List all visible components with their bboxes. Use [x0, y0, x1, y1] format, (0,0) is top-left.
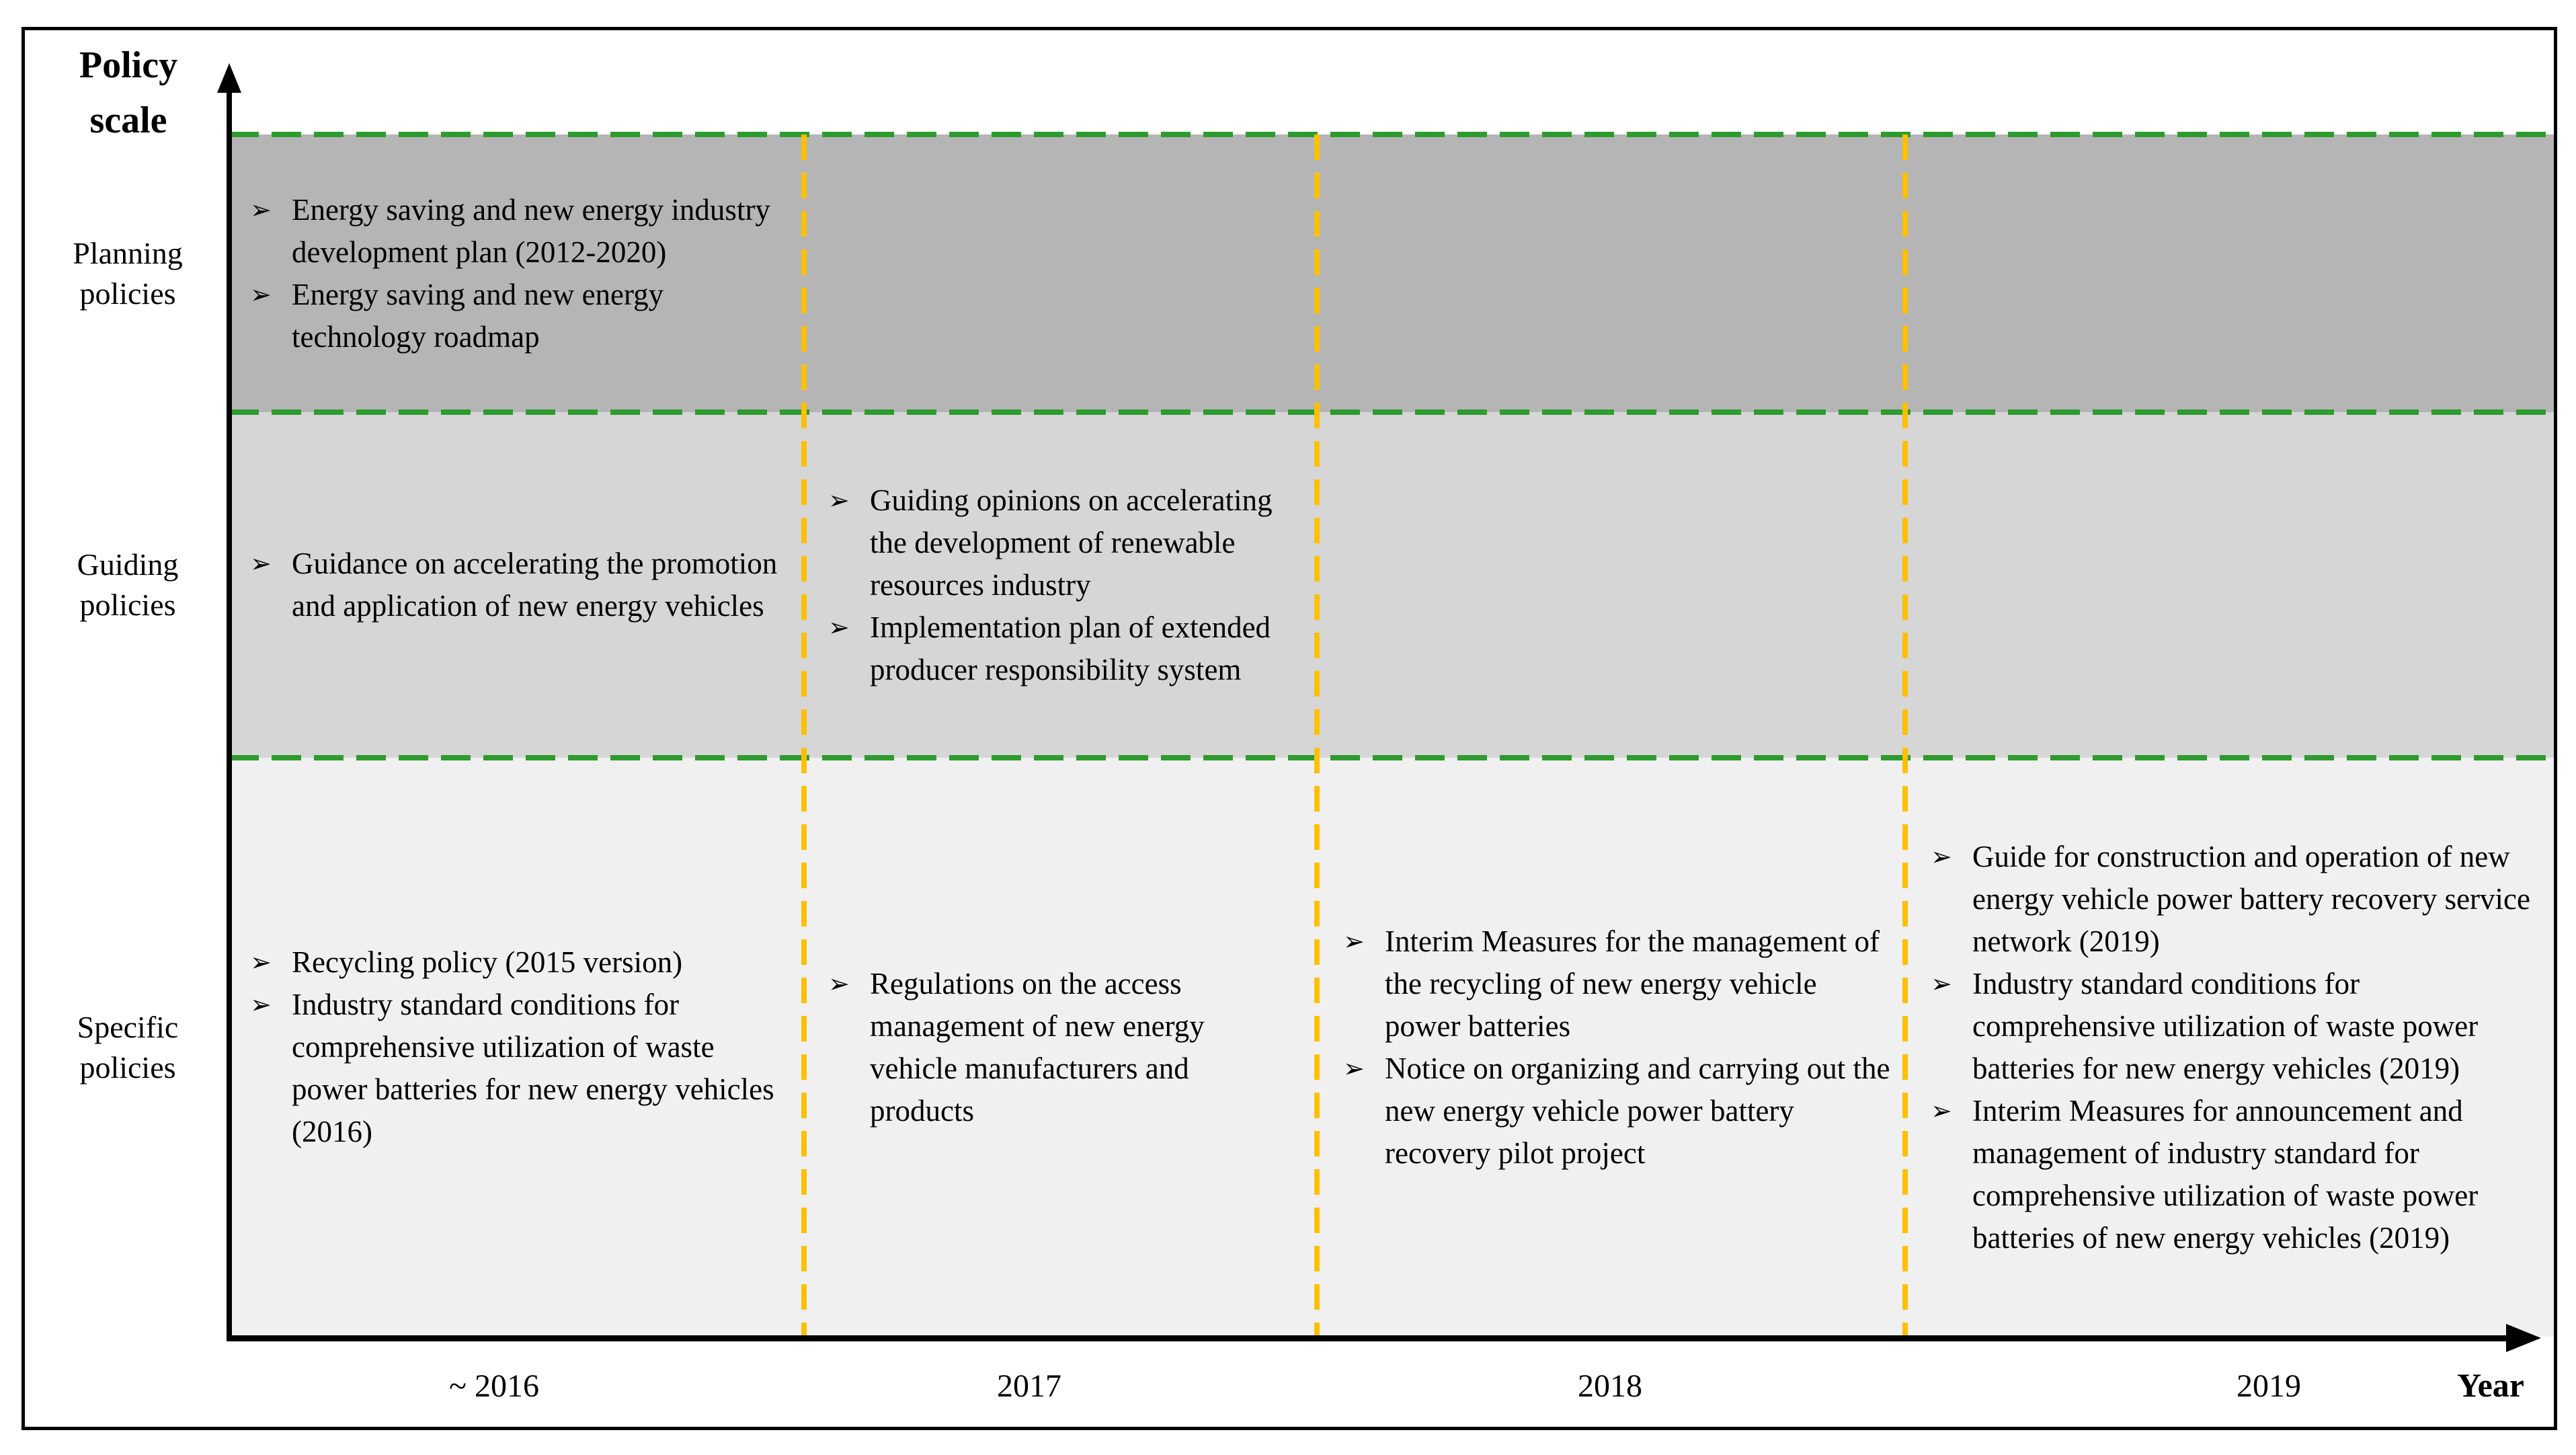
cell-planning-2016: ➢ Energy saving and new energy industry …	[250, 134, 788, 412]
policy-item-text: Regulations on the access management of …	[870, 966, 1205, 1128]
policy-item: ➢ Interim Measures for the management of…	[1343, 920, 1891, 1048]
specific-policies-band	[229, 758, 2554, 1337]
arrow-bullet-icon: ➢	[828, 612, 850, 642]
row-label-line: Guiding	[77, 547, 179, 582]
row-label-line: policies	[79, 588, 176, 622]
guiding-policies-band	[229, 412, 2554, 758]
figure-border	[22, 27, 2557, 1430]
year-divider-2016-2017	[801, 134, 807, 1337]
policy-item-text: Recycling policy (2015 version)	[292, 945, 683, 979]
cell-guiding-2016: ➢ Guidance on accelerating the promotion…	[250, 412, 788, 758]
policy-item-text: Implementation plan of extended producer…	[870, 610, 1271, 686]
policy-item: ➢ Guide for construction and operation o…	[1931, 836, 2544, 963]
arrow-bullet-icon: ➢	[1343, 926, 1365, 956]
green-dashed-divider-planning-guiding	[229, 409, 2554, 415]
policy-item-text: Industry standard conditions for compreh…	[1972, 966, 2479, 1085]
policy-item: ➢ Industry standard conditions for compr…	[1931, 963, 2544, 1090]
arrow-bullet-icon: ➢	[828, 968, 850, 998]
row-label-line: Planning	[73, 235, 183, 270]
policy-item: ➢ Guiding opinions on accelerating the d…	[828, 479, 1299, 606]
policy-item-text: Industry standard conditions for compreh…	[292, 988, 774, 1148]
row-label-specific-policies: Specific policies	[27, 758, 229, 1337]
policy-item: ➢ Interim Measures for announcement and …	[1931, 1090, 2544, 1259]
arrow-bullet-icon: ➢	[250, 194, 272, 225]
row-label-planning-policies: Planning policies	[27, 134, 229, 412]
row-label-guiding-policies: Guiding policies	[27, 412, 229, 758]
cell-specific-2017: ➢ Regulations on the access management o…	[828, 758, 1299, 1337]
policy-item: ➢ Energy saving and new energy technolog…	[250, 274, 788, 358]
arrow-bullet-icon: ➢	[1931, 968, 1952, 998]
policy-item: ➢ Implementation plan of extended produc…	[828, 606, 1299, 691]
cell-specific-2016: ➢ Recycling policy (2015 version) ➢ Indu…	[250, 758, 788, 1337]
arrow-bullet-icon: ➢	[828, 485, 850, 515]
arrow-bullet-icon: ➢	[1931, 1095, 1952, 1126]
policy-item-text: Notice on organizing and carrying out th…	[1385, 1051, 1890, 1170]
green-dashed-divider-top	[229, 132, 2554, 137]
y-axis	[227, 86, 232, 1338]
y-axis-title: Policy scale	[35, 38, 222, 148]
arrow-bullet-icon: ➢	[250, 279, 272, 309]
year-divider-2018-2019	[1902, 134, 1908, 1337]
y-axis-arrow-icon	[217, 63, 241, 93]
policy-item-text: Interim Measures for announcement and ma…	[1972, 1093, 2479, 1255]
cell-specific-2019: ➢ Guide for construction and operation o…	[1931, 758, 2544, 1337]
arrow-bullet-icon: ➢	[1931, 841, 1952, 871]
x-axis-arrow-icon	[2506, 1324, 2541, 1352]
x-tick-2017: 2017	[997, 1368, 1061, 1404]
arrow-bullet-icon: ➢	[250, 549, 272, 578]
arrow-bullet-icon: ➢	[250, 947, 272, 977]
planning-policies-band	[229, 134, 2554, 412]
policy-item: ➢ Energy saving and new energy industry …	[250, 189, 788, 274]
policy-item-text: Guide for construction and operation of …	[1972, 839, 2530, 958]
x-tick-2018: 2018	[1578, 1368, 1642, 1404]
arrow-bullet-icon: ➢	[1343, 1053, 1365, 1083]
policy-item: ➢ Regulations on the access management o…	[828, 963, 1299, 1132]
x-axis-title: Year	[2457, 1366, 2524, 1404]
row-label-line: policies	[79, 276, 176, 311]
y-axis-title-line2: scale	[89, 100, 167, 141]
arrow-bullet-icon: ➢	[250, 990, 272, 1019]
policy-item: ➢ Notice on organizing and carrying out …	[1343, 1048, 1891, 1175]
cell-guiding-2017: ➢ Guiding opinions on accelerating the d…	[828, 412, 1299, 758]
y-axis-title-line1: Policy	[79, 44, 178, 86]
policy-item-text: Energy saving and new energy technology …	[292, 277, 664, 354]
policy-item: ➢ Recycling policy (2015 version)	[250, 941, 788, 984]
x-tick-2016: ~ 2016	[449, 1368, 539, 1404]
cell-specific-2018: ➢ Interim Measures for the management of…	[1343, 758, 1891, 1337]
x-axis	[227, 1335, 2507, 1341]
x-tick-2019: 2019	[2237, 1368, 2301, 1404]
policy-item-text: Guiding opinions on accelerating the dev…	[870, 483, 1273, 602]
policy-item-text: Guidance on accelerating the promotion a…	[292, 547, 778, 623]
row-label-line: policies	[79, 1050, 176, 1085]
year-divider-2017-2018	[1314, 134, 1320, 1337]
policy-item-text: Energy saving and new energy industry de…	[292, 192, 770, 269]
policy-item-text: Interim Measures for the management of t…	[1385, 924, 1880, 1043]
row-label-line: Specific	[77, 1009, 179, 1044]
policy-item: ➢ Industry standard conditions for compr…	[250, 984, 788, 1153]
policy-item: ➢ Guidance on accelerating the promotion…	[250, 543, 788, 627]
green-dashed-divider-guiding-specific	[229, 755, 2554, 760]
